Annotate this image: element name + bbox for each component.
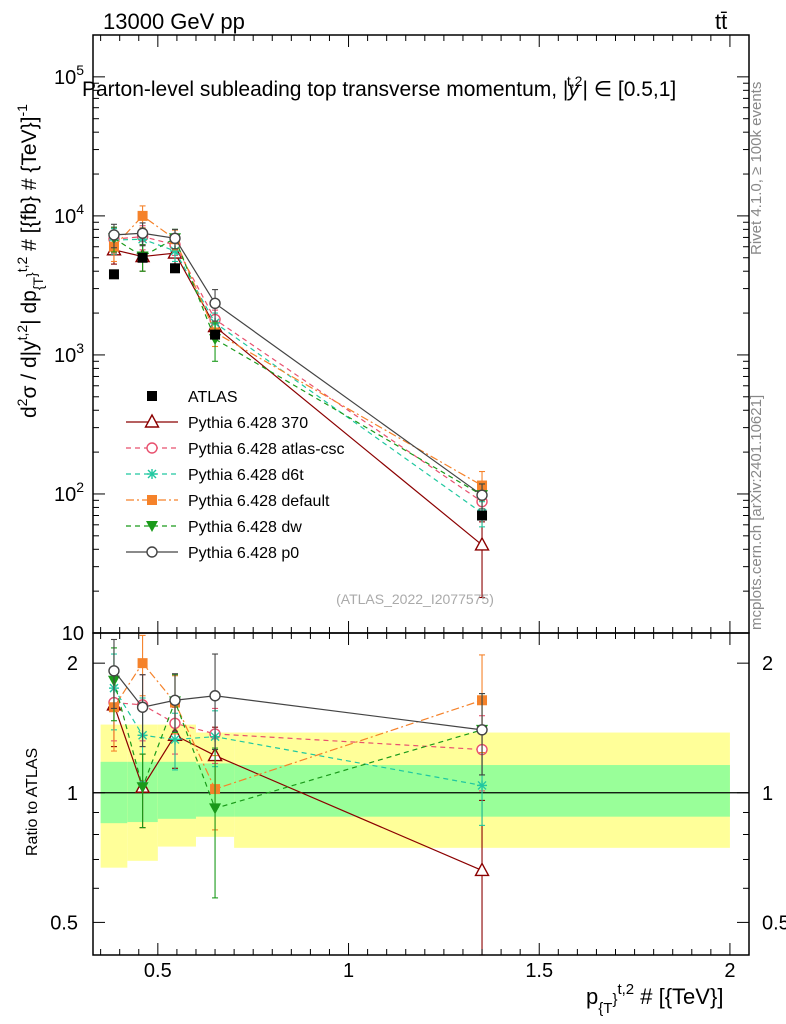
x-tick-label: 0.5 [144,960,172,982]
legend-item-atlas_csc: Pythia 6.428 atlas-csc [126,441,345,458]
legend-label: Pythia 6.428 p0 [188,545,299,562]
ratio-d6t-marker [477,780,488,791]
legend-item-ATLAS: ATLAS [147,389,238,406]
ratio-p0-marker [108,665,120,677]
ratio-panel: 0.5 0.5 1 1 2 2 0.5 1 1.5 2 Ratio to ATLAS p{T}t,… [24,632,786,1017]
legend-item-p370: Pythia 6.428 370 [126,413,308,432]
main-p370-errorbar [479,521,486,599]
main-y-tick-label: 102 [54,479,84,506]
legend-label: Pythia 6.428 370 [188,415,308,432]
main-y-tick-label: 103 [54,340,84,367]
main-y-tick-labels: 10 102 103 104 105 [54,62,84,645]
ratio-dw-marker [136,782,149,794]
main-panel: 10 102 103 104 105 Parton-level subleading t… [14,34,750,645]
x-axis-label: p{T}t,2 # [{TeV}] [586,981,723,1017]
uncertainty-band-inner [157,761,196,819]
legend-item-default: Pythia 6.428 default [126,493,330,510]
mcplots-label: mcplots.cern.ch [arXiv:2401.10621] [748,395,765,630]
main-ATLAS-marker [210,329,221,340]
rivet-version-label: Rivet 4.1.0, ≥ 100k events [748,82,765,255]
ratio-dw-marker [209,803,222,815]
main-plot-content [106,205,490,599]
ratio-frame [92,632,750,956]
main-ATLAS-marker [170,263,180,274]
ratio-y-tick-label-right: 1 [762,783,773,805]
ratio-y-tick-label-left: 2 [67,653,78,675]
legend-marker [146,521,158,532]
main-y-tick-label: 104 [54,201,84,228]
main-atlas_csc-line [113,235,483,503]
legend-marker [147,469,157,479]
legend-item-p0: Pythia 6.428 p0 [126,545,299,562]
legend-marker [144,413,160,428]
main-axis-ticks [93,34,749,634]
legend-label: Pythia 6.428 atlas-csc [188,441,345,458]
main-default-marker [137,210,148,221]
plot-title: Parton-level subleading top transverse m… [82,73,676,101]
main-ATLAS-marker [108,269,119,280]
main-p370-marker [474,536,490,551]
x-tick-label: 2 [724,960,735,982]
process-label: tt̄ [715,9,727,34]
legend-marker [146,442,158,454]
ratio-p0-marker [209,690,221,702]
ratio-y-tick-label-left: 0.5 [50,912,78,934]
legend-label: ATLAS [188,389,238,406]
legend-label: Pythia 6.428 d6t [188,467,304,484]
ratio-default-marker [137,658,148,669]
x-tick-label: 1.5 [525,960,553,982]
legend-label: Pythia 6.428 dw [188,519,302,536]
analysis-watermark: (ATLAS_2022_I2077575) [336,591,494,607]
legend: ATLAS Pythia 6.428 370 Pythia 6.428 atlas-… [126,389,345,562]
ratio-tick-labels: 0.5 0.5 1 1 2 2 0.5 1 1.5 2 [50,653,786,982]
ratio-y-tick-label-right: 2 [762,653,773,675]
legend-item-d6t: Pythia 6.428 d6t [126,467,304,484]
main-y-tick-label: 105 [54,62,84,89]
ratio-p0-marker [136,701,149,713]
ratio-d6t-line [113,687,483,787]
ratio-p0-line [113,670,483,731]
collision-label: 13000 GeV pp [103,9,245,34]
ratio-p0-marker [169,694,181,706]
legend-marker [147,495,157,505]
main-ATLAS-marker [477,510,488,521]
ratio-y-axis-label: Ratio to ATLAS [24,748,41,856]
main-y-tick-label: 10 [62,623,84,645]
main-p0-marker [476,489,488,501]
main-p0-marker [108,229,120,241]
main-p0-marker [209,297,221,310]
ratio-y-tick-label-left: 1 [67,783,78,805]
ratio-y-tick-label-right: 0.5 [762,912,786,934]
legend-label: Pythia 6.428 default [188,493,330,510]
ratio-d6t-marker [170,734,180,745]
ratio-p0-errorbar [212,653,219,751]
main-dw-line [113,237,483,496]
legend-marker [146,546,158,558]
main-frame [92,34,750,634]
main-p0-marker [136,227,149,239]
main-ATLAS-marker [137,252,148,263]
legend-marker [147,391,157,401]
main-p0-marker [169,232,181,244]
x-tick-label: 1 [343,960,354,982]
ratio-p370-marker [474,862,490,877]
legend-item-dw: Pythia 6.428 dw [126,519,302,536]
main-y-axis-label: d2σ / d|yt,2| dp{T}t,2 # [{fb} # {TeV}]-… [14,104,46,418]
ratio-p0-marker [476,724,488,736]
ratio-plot-content [93,634,749,956]
ratio-axis-ticks [93,633,749,955]
